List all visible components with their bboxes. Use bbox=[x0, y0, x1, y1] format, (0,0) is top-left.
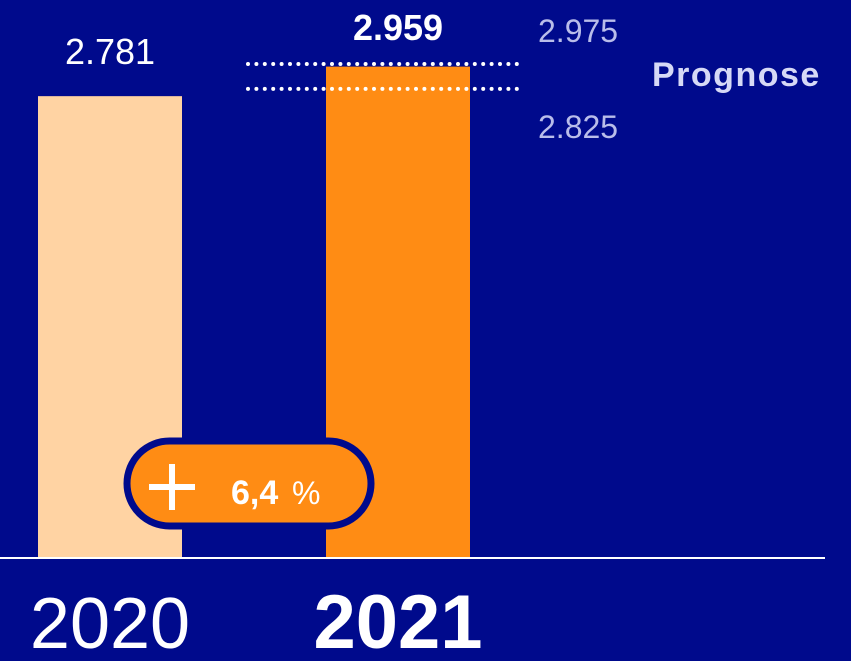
plus-icon bbox=[149, 464, 195, 510]
badge bbox=[123, 437, 375, 530]
change-value: 6,4 bbox=[231, 474, 278, 512]
value-label: 2.959 bbox=[353, 7, 443, 48]
forecast-label: 2.825 bbox=[538, 109, 618, 145]
value-label: 2.781 bbox=[65, 31, 155, 72]
forecast-label: 2.975 bbox=[538, 13, 618, 49]
change-unit: % bbox=[292, 475, 320, 511]
forecast-title: Prognose bbox=[652, 56, 821, 94]
change-badge: 6,4% bbox=[123, 437, 375, 530]
x-tick-label: 2020 bbox=[30, 584, 190, 661]
x-tick-label: 2021 bbox=[313, 580, 482, 661]
